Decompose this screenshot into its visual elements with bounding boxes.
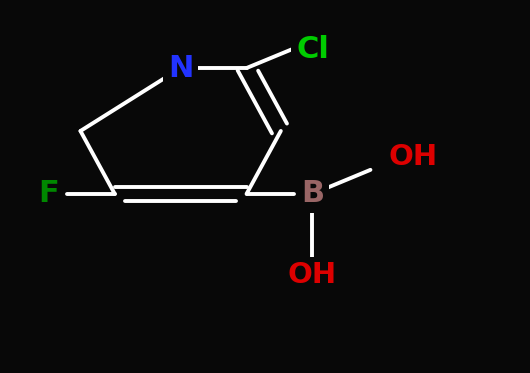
- Text: Cl: Cl: [296, 35, 329, 64]
- Text: OH: OH: [388, 143, 437, 171]
- Text: F: F: [39, 179, 59, 209]
- Text: B: B: [301, 179, 324, 209]
- Text: OH: OH: [288, 261, 337, 289]
- Text: N: N: [168, 54, 193, 82]
